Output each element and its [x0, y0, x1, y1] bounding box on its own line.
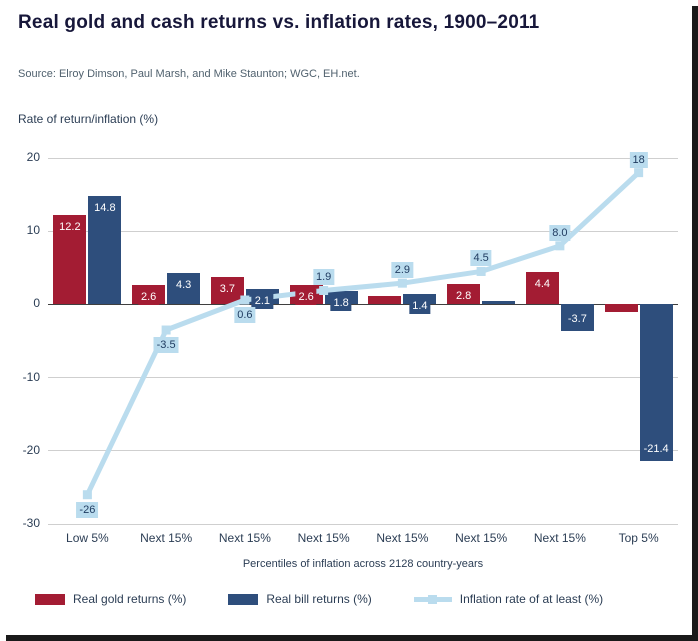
bill-value-label: -21.4: [640, 441, 672, 458]
legend-item-gold: Real gold returns (%): [35, 592, 186, 606]
inflation-value-label: 0.6: [234, 307, 256, 323]
x-category-label: Next 15%: [533, 531, 586, 545]
inflation-marker-icon: [319, 285, 329, 295]
inflation-value-label: 4.5: [470, 250, 492, 267]
inflation-marker-icon: [397, 278, 407, 288]
page-title: Real gold and cash returns vs. inflation…: [18, 12, 540, 33]
gold-value-label: 3.7: [216, 281, 239, 298]
y-tick-label: 20: [26, 150, 40, 164]
inflation-value-label: 18: [629, 151, 648, 168]
bill-value-label: -3.7: [564, 311, 590, 328]
legend-label-inflation: Inflation rate of at least (%): [459, 592, 604, 606]
inflation-marker-icon: [634, 168, 644, 178]
bill-bar: [639, 304, 673, 462]
gold-value-label: 12.2: [56, 219, 84, 236]
gold-value-label: 2.8: [452, 287, 475, 304]
legend-label-bills: Real bill returns (%): [266, 592, 372, 606]
bill-bar: [482, 301, 516, 305]
gold-value-label: 2.6: [137, 289, 160, 306]
bill-value-label: 2.1: [251, 293, 274, 310]
x-category-label: Next 15%: [297, 531, 350, 545]
inflation-value-label: 2.9: [391, 262, 414, 279]
inflation-value-label: 8.0: [549, 224, 571, 241]
bill-value-label: 4.3: [172, 276, 195, 293]
gridline: [48, 157, 678, 159]
bill-swatch-icon: [228, 593, 259, 605]
bill-value-label: 1.8: [330, 295, 352, 312]
legend: Real gold returns (%) Real bill returns …: [35, 592, 603, 606]
x-category-label: Next 15%: [218, 531, 271, 545]
x-category-label: Next 15%: [455, 531, 508, 545]
inflation-value-label: -26: [76, 501, 99, 518]
legend-item-bills: Real bill returns (%): [228, 592, 372, 606]
inflation-marker-icon: [476, 266, 486, 276]
y-tick-label: 0: [33, 296, 40, 311]
inflation-marker-icon: [82, 490, 92, 500]
x-category-label: Low 5%: [66, 531, 109, 545]
inflation-value-label: -3.5: [153, 337, 179, 354]
gold-value-label: 2.6: [295, 289, 317, 306]
gridline: [48, 377, 678, 379]
legend-label-gold: Real gold returns (%): [73, 592, 187, 606]
x-category-label: Next 15%: [376, 531, 429, 545]
y-tick-label: -20: [22, 442, 40, 457]
y-tick-label: 10: [26, 223, 40, 238]
zero-axis-line: [48, 303, 678, 305]
gold-bar: [368, 296, 402, 305]
gold-bar: [604, 304, 638, 312]
y-tick-label: -10: [22, 369, 40, 384]
inflation-marker-icon: [555, 241, 565, 251]
bill-value-label: 1.4: [409, 298, 431, 315]
y-tick-label: -30: [22, 516, 40, 530]
gold-swatch-icon: [35, 593, 65, 605]
x-category-label: Next 15%: [140, 531, 193, 545]
inflation-marker-icon: [161, 325, 171, 335]
source-text: Source: Elroy Dimson, Paul Marsh, and Mi…: [18, 68, 360, 80]
y-axis-title: Rate of return/inflation (%): [18, 112, 159, 126]
gridline: [48, 523, 678, 525]
inflation-value-label: 1.9: [312, 269, 335, 286]
x-axis-title: Percentiles of inflation across 2128 cou…: [242, 558, 484, 570]
x-category-label: Top 5%: [618, 531, 659, 545]
inflation-marker-icon: [240, 295, 250, 305]
gold-value-label: 4.4: [531, 276, 554, 293]
gridline: [48, 230, 678, 232]
bill-value-label: 14.8: [91, 200, 119, 217]
gridline: [48, 450, 678, 452]
legend-item-inflation: Inflation rate of at least (%): [413, 592, 604, 606]
inflation-line-swatch-icon: [413, 594, 452, 604]
